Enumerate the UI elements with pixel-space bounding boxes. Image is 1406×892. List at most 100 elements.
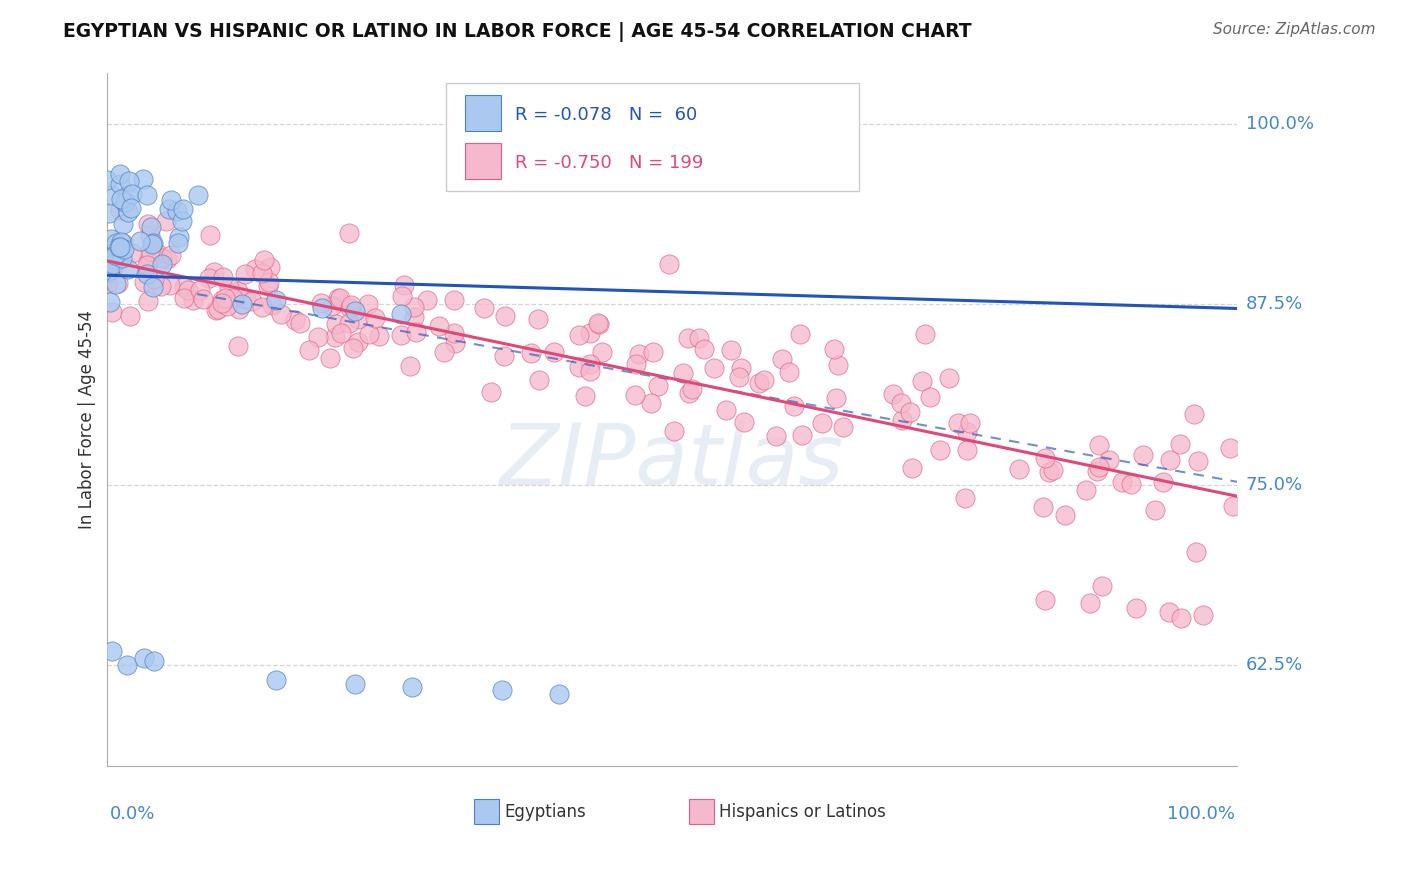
Point [831,419,853,434]
Point [1159,452,1181,467]
Point [389,328,412,343]
Point [253,253,276,268]
Point [444,336,467,351]
Point [792,428,814,442]
Point [105,244,128,259]
Point [627,347,650,361]
Point [911,374,934,388]
Point [97,255,120,269]
Point [730,361,752,376]
Point [337,317,360,331]
Point [692,342,714,356]
Point [520,345,543,359]
Point [1170,610,1192,624]
Point [676,331,699,345]
Point [543,344,565,359]
Point [1032,500,1054,515]
Point [177,283,200,297]
Point [212,270,235,285]
Point [252,267,274,281]
Text: 100.0%: 100.0% [1246,114,1313,133]
Point [898,405,921,419]
Point [132,171,155,186]
Point [142,280,165,294]
Point [100,232,122,246]
Point [900,461,922,475]
Point [156,252,179,267]
Point [101,261,124,276]
Point [107,237,129,252]
Point [105,235,128,250]
Text: EGYPTIAN VS HISPANIC OR LATINO IN LABOR FORCE | AGE 45-54 CORRELATION CHART: EGYPTIAN VS HISPANIC OR LATINO IN LABOR … [63,22,972,42]
Point [1033,593,1056,607]
Point [146,246,169,260]
Point [681,382,703,396]
Point [890,396,912,410]
Point [392,278,415,293]
Point [159,193,181,207]
Point [117,204,139,219]
Text: ZIPatlas: ZIPatlas [501,420,844,503]
Point [568,328,591,343]
Point [643,345,665,359]
Point [211,296,233,310]
Point [624,388,647,402]
Point [256,279,278,293]
Point [404,310,426,324]
Point [141,236,163,251]
Point [259,260,281,274]
Point [824,391,846,405]
Point [340,298,363,312]
Point [1192,607,1215,622]
Point [257,275,280,289]
Point [167,236,190,251]
Point [1087,438,1109,452]
Point [1125,600,1147,615]
Point [326,291,349,305]
Point [260,298,283,312]
Point [118,174,141,188]
Point [240,293,263,308]
Point [688,331,710,345]
Point [325,329,347,343]
Point [100,188,122,202]
Point [321,299,343,313]
Point [344,677,367,691]
Point [1078,596,1101,610]
Point [823,342,845,356]
Point [574,389,596,403]
Point [101,644,124,658]
Point [136,293,159,308]
Point [235,293,257,307]
Point [143,654,166,668]
Point [173,280,195,294]
Point [953,491,976,505]
Point [284,312,307,326]
Point [170,214,193,228]
Point [339,301,361,316]
Point [307,329,329,343]
Point [433,344,456,359]
Point [678,386,700,401]
Point [1121,476,1143,491]
Point [115,658,138,673]
Point [748,376,770,390]
Point [1143,503,1166,517]
Point [914,327,936,342]
Point [401,680,423,694]
Point [104,248,127,262]
Point [647,379,669,393]
Point [104,277,127,291]
Point [121,246,143,260]
Point [491,682,513,697]
Point [662,425,685,439]
Point [1168,436,1191,450]
Point [136,260,159,274]
Point [579,326,602,340]
Bar [474,799,499,824]
Point [929,443,952,458]
Point [1038,465,1060,479]
Point [529,373,551,387]
Point [136,267,159,281]
Point [427,319,450,334]
